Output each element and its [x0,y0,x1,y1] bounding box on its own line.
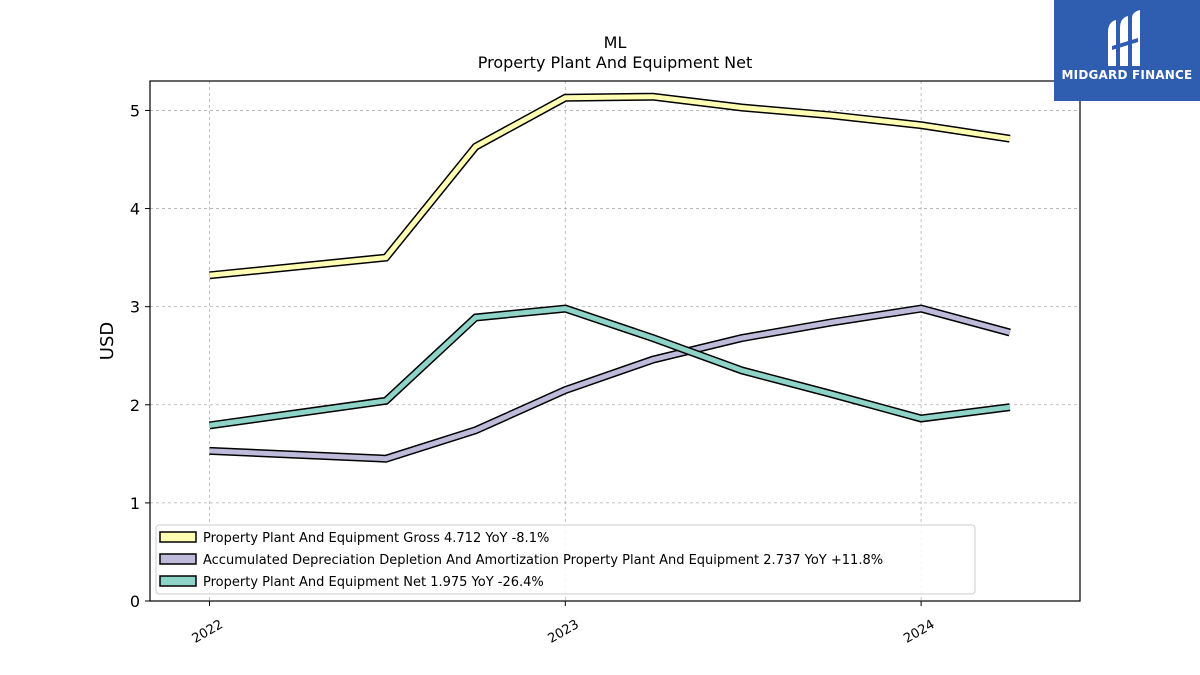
legend-swatch [159,553,197,565]
brand-name: MIDGARD FINANCE [1061,68,1193,82]
y-tick-label: 2 [130,396,140,415]
legend-label: Accumulated Depreciation Depletion And A… [203,553,883,568]
legend: Property Plant And Equipment Gross 4.712… [155,524,976,595]
series-line-1 [209,306,1011,462]
legend-swatch [159,575,197,587]
series-line-2 [209,306,1011,428]
grid [150,81,1080,602]
y-tick-label: 4 [130,200,140,219]
series-outline-1 [209,304,1011,463]
y-tick-label: 3 [130,298,140,317]
y-axis-ticks: 0 1 2 3 4 5 [130,101,150,611]
plot-frame [149,80,1081,602]
chart-subtitle: Property Plant And Equipment Net [478,53,753,72]
y-tick-label: 5 [130,101,140,120]
series-line-0 [209,94,1011,278]
x-axis-ticks: 2022 2023 2024 [190,601,937,647]
x-tick-label: 2023 [545,617,581,647]
series-lines [208,92,1011,463]
y-tick-label: 1 [130,494,140,513]
chart-title: ML [604,33,627,52]
legend-swatch [159,531,197,543]
y-axis-label: USD [97,322,118,360]
y-tick-label: 0 [130,592,140,611]
legend-label: Property Plant And Equipment Gross 4.712… [203,531,549,546]
midgard-logo-icon [1108,10,1140,66]
x-tick-label: 2024 [901,617,937,647]
legend-label: Property Plant And Equipment Net 1.975 Y… [203,575,544,590]
legend-box [155,524,976,595]
brand-logo: MIDGARD FINANCE [1054,0,1200,101]
x-tick-label: 2022 [190,617,226,647]
